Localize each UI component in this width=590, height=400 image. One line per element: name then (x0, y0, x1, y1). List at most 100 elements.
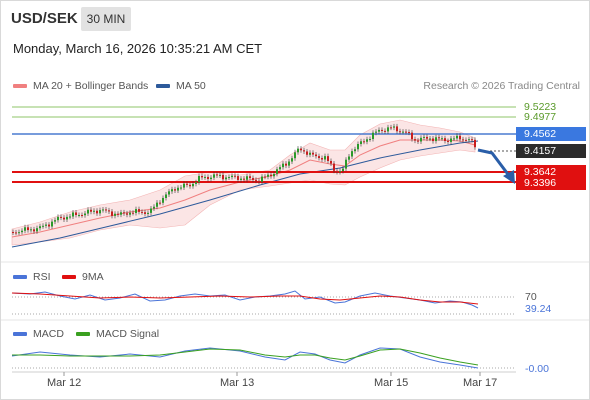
candle-body (426, 136, 428, 139)
candle-body (21, 230, 23, 233)
candle-body (90, 209, 92, 212)
candle-body (345, 159, 347, 169)
candle-body (39, 226, 41, 229)
candle-body (141, 211, 143, 213)
candle-body (186, 183, 188, 185)
candle-body (423, 136, 425, 138)
rsi-label: RSI (33, 271, 51, 283)
candle-body (312, 152, 314, 155)
candle-body (123, 212, 125, 214)
candle-body (78, 214, 80, 216)
candle-body (471, 139, 473, 141)
macd-signal-swatch (76, 332, 90, 336)
x-label-mar-13: Mar 13 (220, 377, 255, 389)
candle-body (45, 224, 47, 226)
candle-body (159, 202, 161, 204)
candle-body (342, 168, 344, 171)
candle-body (153, 206, 155, 209)
candle-body (87, 209, 89, 214)
macd-signal-label: MACD Signal (96, 328, 160, 340)
candle-body (420, 137, 422, 142)
rsi-line (11, 290, 479, 309)
candle-body (399, 131, 401, 133)
candle-body (66, 216, 68, 220)
candle-body (285, 163, 287, 166)
candle-body (396, 126, 398, 132)
candle-body (57, 216, 59, 221)
candle-body (333, 163, 335, 171)
candle-body (195, 182, 197, 184)
candle-body (300, 148, 302, 151)
candle-body (138, 209, 140, 212)
candle-body (279, 167, 281, 170)
rsi-swatch (13, 275, 27, 279)
candle-body (180, 187, 182, 189)
x-label-mar-17: Mar 17 (463, 377, 498, 389)
datetime-label: Monday, March 16, 2026 10:35:21 AM CET (13, 41, 263, 56)
candle-body (51, 221, 53, 227)
candle-body (216, 174, 218, 176)
candle-body (108, 210, 110, 212)
candle-body (60, 216, 62, 218)
candle-body (324, 156, 326, 160)
support-1-badge: 9.3642 (516, 165, 586, 179)
candle-body (405, 131, 407, 133)
legend-rsi-ma: 9MA (62, 271, 104, 283)
candle-body (192, 183, 194, 187)
candle-body (336, 170, 338, 173)
ma50-swatch (156, 84, 170, 88)
candle-body (69, 216, 71, 218)
candle-body (375, 131, 377, 133)
forecast-arrow (477, 148, 512, 178)
candle-body (150, 208, 152, 213)
candle-body (147, 212, 149, 214)
candle-body (273, 173, 275, 177)
candle-body (99, 210, 101, 214)
candle-body (156, 202, 158, 207)
candle-body (339, 170, 341, 173)
candle-body (222, 174, 224, 180)
timeframe-button[interactable]: 30 MIN (81, 7, 131, 31)
rsi-ma-swatch (62, 275, 76, 279)
candle-body (204, 176, 206, 178)
candle-body (81, 214, 83, 216)
candle-body (177, 187, 179, 191)
candle-body (252, 178, 254, 180)
legend-bollinger: MA 20 + Bollinger Bands (13, 80, 148, 92)
candle-body (246, 176, 248, 180)
candle-body (237, 176, 239, 180)
pivot-badge: 9.4562 (516, 127, 586, 141)
candle-body (12, 232, 14, 233)
candle-body (225, 177, 227, 180)
candle-body (459, 135, 461, 140)
candle-body (387, 127, 389, 132)
candle-body (327, 156, 329, 161)
candle-body (144, 212, 146, 214)
candle-body (219, 174, 221, 176)
candle-body (435, 137, 437, 142)
candle-body (189, 184, 191, 187)
candle-body (210, 177, 212, 180)
candlesticks (12, 123, 476, 236)
candle-body (183, 183, 185, 188)
candle-body (306, 151, 308, 155)
candle-body (36, 228, 38, 232)
macd-swatch (13, 332, 27, 336)
candle-body (357, 144, 359, 150)
legend-ma50: MA 50 (156, 80, 206, 92)
candle-body (276, 169, 278, 174)
ma50-line (11, 140, 479, 248)
bollinger-swatch (13, 84, 27, 88)
legend-rsi: RSI (13, 271, 51, 283)
candle-body (366, 139, 368, 142)
candle-body (456, 135, 458, 139)
candle-body (264, 176, 266, 178)
candle-body (174, 189, 176, 191)
resistance-1-label: 9.4977 (524, 111, 557, 123)
candle-body (132, 212, 134, 214)
x-label-mar-15: Mar 15 (374, 377, 409, 389)
candle-body (261, 176, 263, 182)
candle-body (114, 213, 116, 216)
candle-body (54, 220, 56, 222)
